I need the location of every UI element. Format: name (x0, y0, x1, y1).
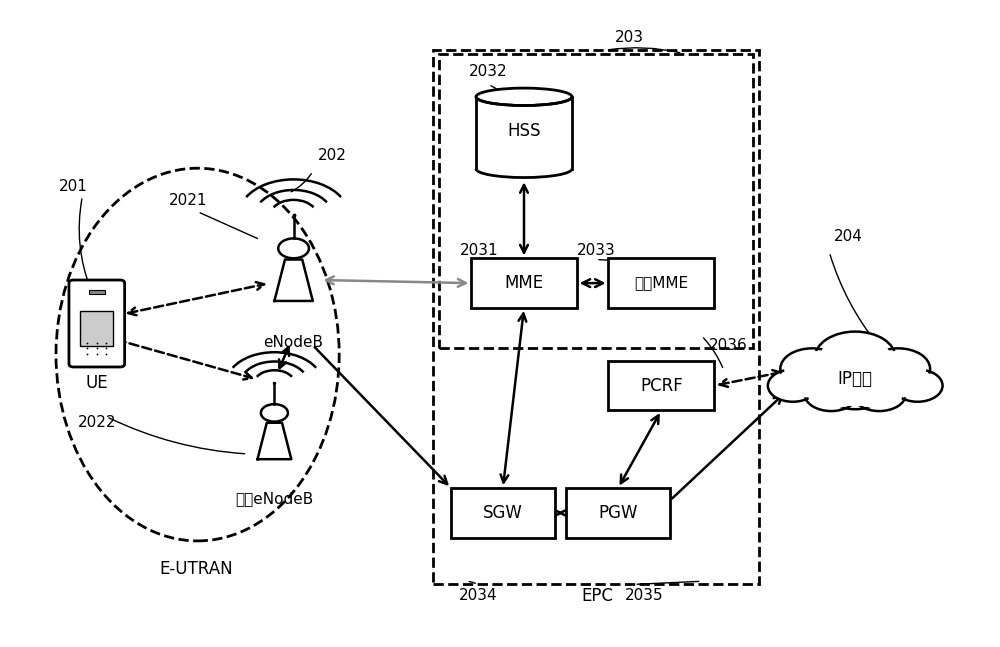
Bar (439, 54, 753, 348)
Text: SGW: SGW (483, 504, 523, 522)
Circle shape (856, 378, 903, 409)
Text: MME: MME (504, 274, 544, 292)
Text: 2035: 2035 (625, 588, 663, 603)
Text: UE: UE (85, 375, 108, 393)
Circle shape (278, 238, 309, 258)
Bar (433, 50, 759, 584)
Circle shape (819, 362, 892, 409)
Text: PCRF: PCRF (640, 377, 683, 395)
Text: 2021: 2021 (169, 193, 207, 208)
Bar (608, 258, 714, 308)
Text: 2033: 2033 (577, 243, 616, 258)
Bar (566, 488, 670, 538)
Text: EPC: EPC (582, 587, 614, 604)
Ellipse shape (476, 88, 572, 105)
Text: 其它eNodeB: 其它eNodeB (235, 491, 314, 506)
Text: 2022: 2022 (78, 415, 116, 430)
Text: 201: 201 (58, 179, 87, 194)
Circle shape (815, 331, 896, 384)
Circle shape (784, 351, 840, 387)
Circle shape (871, 351, 926, 387)
Circle shape (780, 348, 844, 389)
Text: E-UTRAN: E-UTRAN (159, 560, 233, 578)
Text: 2034: 2034 (459, 588, 497, 603)
Bar (471, 258, 577, 308)
Circle shape (852, 377, 906, 411)
Bar (80, 311, 113, 346)
Circle shape (804, 377, 858, 411)
Text: 2032: 2032 (469, 65, 508, 80)
Text: PGW: PGW (598, 504, 638, 522)
Circle shape (820, 334, 891, 380)
Text: 204: 204 (834, 229, 863, 244)
Polygon shape (274, 259, 313, 301)
Circle shape (808, 378, 855, 409)
Bar (451, 488, 555, 538)
Circle shape (893, 369, 943, 402)
Circle shape (823, 365, 887, 406)
Text: IP业务: IP业务 (838, 370, 873, 388)
Circle shape (771, 371, 815, 400)
Circle shape (261, 404, 288, 422)
Circle shape (896, 371, 940, 400)
FancyBboxPatch shape (69, 280, 125, 367)
Bar (89, 290, 105, 294)
Polygon shape (476, 97, 572, 169)
Polygon shape (258, 422, 291, 459)
Circle shape (867, 348, 930, 389)
Text: 2036: 2036 (709, 338, 748, 353)
Text: 其它MME: 其它MME (634, 276, 688, 291)
Text: eNodeB: eNodeB (264, 334, 324, 349)
Text: 2031: 2031 (460, 243, 498, 258)
Text: 202: 202 (318, 148, 346, 163)
Text: HSS: HSS (507, 122, 541, 140)
Bar (608, 361, 714, 410)
Circle shape (768, 369, 818, 402)
Text: 203: 203 (615, 30, 644, 45)
